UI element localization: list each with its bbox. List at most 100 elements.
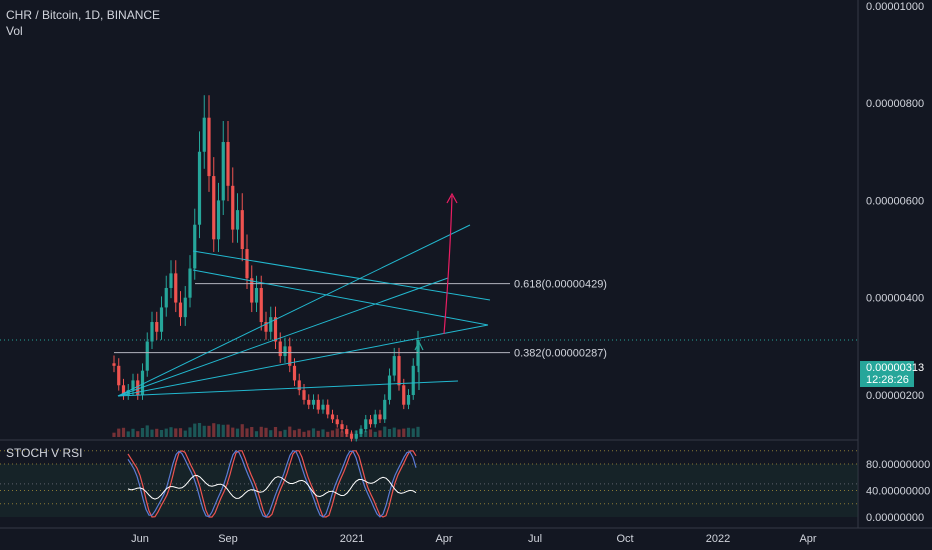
fan-trendline bbox=[117, 324, 489, 397]
channel-trendline bbox=[192, 269, 489, 326]
time-axis[interactable]: Jun Sep 2021 Apr Jul Oct 2022 Apr bbox=[0, 527, 932, 545]
candle-body bbox=[169, 273, 173, 288]
candle-body bbox=[174, 273, 178, 303]
candle-body bbox=[297, 380, 301, 391]
volume-bar bbox=[311, 428, 316, 437]
candle-body bbox=[216, 200, 221, 240]
volume-bar bbox=[402, 428, 406, 437]
candle-body bbox=[340, 424, 344, 430]
volume-bar bbox=[288, 426, 292, 437]
candle-body bbox=[112, 363, 116, 366]
volume-bar bbox=[202, 425, 206, 437]
price-tick-label: 0.00000800 bbox=[866, 98, 924, 110]
current-price-badge: 0.00000313 12:28:26 bbox=[860, 361, 925, 387]
volume-bar bbox=[245, 428, 249, 437]
volume-bar bbox=[221, 424, 225, 437]
candle-body bbox=[221, 142, 225, 201]
candle-body bbox=[231, 185, 235, 230]
price-tick-label: 0.00000200 bbox=[866, 390, 924, 402]
fan-trendline bbox=[117, 277, 449, 397]
candle-body bbox=[349, 433, 354, 439]
time-tick-label: Jul bbox=[528, 533, 542, 545]
stoch-tick-label: 80.00000000 bbox=[866, 459, 930, 471]
candle-body bbox=[354, 433, 358, 439]
time-tick-label: Oct bbox=[616, 533, 633, 545]
volume-bar bbox=[178, 428, 183, 437]
stoch-rsi-label: STOCH V RSI bbox=[6, 446, 83, 460]
price-tick-label: 0.00001000 bbox=[866, 1, 924, 13]
candle-body bbox=[378, 414, 382, 420]
candle-body bbox=[159, 307, 164, 332]
stoch-tick-label: 0.00000000 bbox=[866, 512, 924, 524]
volume-bars bbox=[112, 423, 420, 437]
volume-bar bbox=[392, 427, 396, 437]
projection-arrow-head bbox=[414, 340, 424, 351]
candle-body bbox=[288, 346, 292, 366]
candle-body bbox=[240, 210, 244, 250]
candle-body bbox=[326, 404, 330, 415]
volume-bar bbox=[406, 427, 411, 437]
candle-body bbox=[250, 278, 254, 303]
candle-body bbox=[411, 365, 415, 395]
price-tick-label: 0.00000600 bbox=[866, 195, 924, 207]
fib-level-label: 0.618(0.00000429) bbox=[514, 279, 607, 291]
volume-bar bbox=[117, 428, 121, 437]
volume-bar bbox=[164, 428, 168, 437]
volume-label: Vol bbox=[6, 24, 23, 38]
volume-bar bbox=[373, 431, 377, 437]
volume-bar bbox=[297, 428, 301, 437]
candle-body bbox=[202, 117, 206, 152]
candle-body bbox=[226, 142, 230, 186]
channel-trendline bbox=[192, 250, 491, 301]
candle-body bbox=[136, 380, 140, 395]
candle-body bbox=[311, 399, 316, 405]
volume-bar bbox=[183, 430, 187, 437]
volume-bar bbox=[188, 427, 192, 437]
stoch-tick-label: 40.00000000 bbox=[866, 486, 930, 498]
candle-body bbox=[368, 419, 373, 425]
fibonacci-levels[interactable]: 2.618(0.00001625)1.618(0.00001027)0.618(… bbox=[114, 0, 607, 360]
volume-bar bbox=[340, 431, 344, 437]
candle-body bbox=[178, 302, 183, 318]
volume-bar bbox=[216, 424, 221, 437]
price-axis[interactable]: 0.000018000.000016000.000014000.00001200… bbox=[857, 0, 924, 528]
volume-bar bbox=[278, 431, 282, 437]
stoch-rsi-pane: 80.00000000 40.00000000 0.00000000 bbox=[0, 450, 930, 524]
candle-body bbox=[392, 356, 396, 376]
candle-body bbox=[131, 380, 135, 391]
projection-arrows[interactable] bbox=[414, 192, 458, 390]
volume-bar bbox=[307, 430, 311, 437]
trendlines[interactable] bbox=[117, 224, 491, 397]
projection-arrow-line bbox=[443, 195, 453, 335]
candle-body bbox=[278, 341, 282, 357]
volume-bar bbox=[283, 429, 287, 437]
candle-body bbox=[183, 297, 187, 318]
volume-bar bbox=[302, 431, 306, 437]
volume-bar bbox=[131, 428, 135, 437]
candle-body bbox=[121, 385, 126, 395]
stoch-d-line bbox=[127, 450, 417, 518]
candle-body bbox=[364, 419, 368, 430]
volume-bar bbox=[330, 430, 335, 437]
volume-bar bbox=[174, 428, 178, 437]
volume-bar bbox=[197, 423, 202, 437]
candle-body bbox=[254, 287, 259, 303]
volume-bar bbox=[397, 429, 401, 437]
volume-bar bbox=[193, 423, 197, 437]
volume-bar bbox=[155, 428, 159, 437]
volume-bar bbox=[264, 427, 268, 437]
volume-bar bbox=[140, 428, 145, 437]
candle-body bbox=[207, 117, 211, 177]
candle-body bbox=[307, 399, 311, 405]
volume-bar bbox=[112, 432, 116, 437]
candle-body bbox=[406, 395, 411, 405]
candle-body bbox=[145, 341, 149, 371]
stoch-k-line bbox=[127, 450, 417, 518]
current-price: 0.00000313 bbox=[866, 362, 925, 374]
candle-body bbox=[155, 322, 159, 332]
time-tick-label: Jun bbox=[131, 533, 149, 545]
volume-bar bbox=[226, 424, 230, 437]
volume-bar bbox=[383, 426, 387, 437]
volume-bar bbox=[316, 430, 320, 437]
